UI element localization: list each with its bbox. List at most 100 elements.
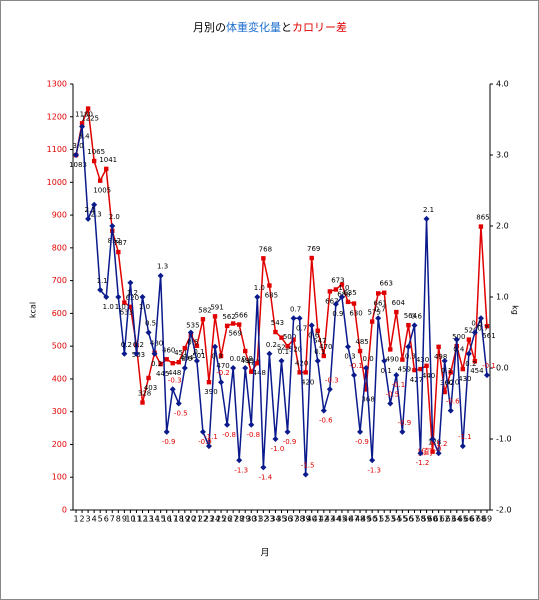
data-label: 3.4 xyxy=(78,133,90,141)
x-tick-label: 22 xyxy=(198,515,208,524)
data-label: 1180 xyxy=(75,110,93,118)
data-label: 547 xyxy=(313,337,326,345)
x-tick-label: 21 xyxy=(192,515,202,524)
y2-tick-label: 2.0 xyxy=(496,222,509,231)
point xyxy=(345,299,351,305)
data-label: -1.3 xyxy=(367,466,381,474)
x-tick-label: 41 xyxy=(313,515,323,524)
point xyxy=(85,215,92,222)
point xyxy=(194,343,200,349)
data-label: 633 xyxy=(120,309,133,317)
y-tick-label: 100 xyxy=(52,473,67,482)
point xyxy=(133,350,140,357)
data-label: 673 xyxy=(331,276,344,284)
x-tick-label: 49 xyxy=(361,515,371,524)
y2-tick-label: -1.0 xyxy=(496,435,512,444)
point xyxy=(91,201,98,208)
data-label: 1005 xyxy=(93,187,111,195)
y-tick-label: 400 xyxy=(52,374,67,383)
point xyxy=(418,366,423,372)
point xyxy=(290,315,297,322)
y-tick-label: 900 xyxy=(52,211,67,220)
point xyxy=(369,319,375,324)
x-tick-label: 5 xyxy=(98,515,103,524)
data-label: 3.0 xyxy=(72,142,83,150)
data-label: 2.0 xyxy=(109,213,120,221)
point xyxy=(447,407,454,414)
x-tick-label: 23 xyxy=(204,515,214,524)
point xyxy=(236,457,243,464)
data-label: 1225 xyxy=(81,115,99,123)
data-label: 0.1 xyxy=(278,348,289,356)
point xyxy=(206,380,212,385)
data-label: 1083 xyxy=(69,161,87,169)
point xyxy=(254,294,261,300)
point xyxy=(375,315,382,322)
x-tick-label: 17 xyxy=(168,515,178,524)
point xyxy=(387,400,394,407)
data-label: 787 xyxy=(114,239,127,247)
x-tick-label: 58 xyxy=(415,515,425,524)
point xyxy=(381,357,388,364)
point xyxy=(91,158,97,164)
data-label: 569 xyxy=(228,330,241,338)
point xyxy=(218,379,225,386)
x-tick-label: 65 xyxy=(458,515,468,524)
title-part: カロリー差 xyxy=(292,20,347,34)
y-tick-label: 700 xyxy=(52,276,67,285)
data-label: 0.9 xyxy=(332,310,343,318)
point xyxy=(181,365,188,371)
point xyxy=(406,322,411,328)
point xyxy=(79,123,86,130)
y-tick-label: 1200 xyxy=(47,112,67,121)
data-label: 0.7 xyxy=(290,305,301,313)
point xyxy=(116,249,121,255)
data-label: -0.6 xyxy=(446,398,460,406)
x-tick-label: 40 xyxy=(307,515,317,524)
data-label: 661 xyxy=(374,299,387,307)
point xyxy=(79,121,85,126)
point xyxy=(321,353,327,359)
point xyxy=(199,428,206,435)
data-label: 1.0 xyxy=(338,284,349,292)
data-label: 470 xyxy=(319,343,332,351)
y-tick-label: 1300 xyxy=(47,80,67,89)
y2-tick-label: 0.0 xyxy=(496,364,509,373)
point xyxy=(465,350,472,357)
point xyxy=(315,328,320,333)
point xyxy=(230,365,237,371)
data-label: 451 xyxy=(174,349,187,357)
data-label: 501 xyxy=(192,352,205,360)
data-label: -0.9 xyxy=(162,438,176,446)
data-label: 604 xyxy=(392,299,406,307)
point xyxy=(308,322,315,329)
data-label: 0.7 xyxy=(477,324,488,332)
data-label: 445 xyxy=(156,370,169,378)
data-label: 0.6 xyxy=(308,331,320,339)
data-label: 520 xyxy=(464,327,477,335)
x-tick-label: 13 xyxy=(143,515,153,524)
point xyxy=(157,272,164,279)
point xyxy=(230,321,236,326)
point xyxy=(243,348,248,354)
data-label: 390 xyxy=(204,388,217,396)
data-label: 1.0 xyxy=(115,303,126,311)
point xyxy=(187,329,194,336)
point xyxy=(284,428,291,435)
data-label: -0.5 xyxy=(385,391,399,399)
data-label: -1.4 xyxy=(259,473,273,481)
x-tick-label: 12 xyxy=(137,515,147,524)
point xyxy=(297,370,302,375)
point xyxy=(128,304,133,310)
x-tick-label: 62 xyxy=(440,515,450,524)
point xyxy=(478,224,484,229)
y-axis-label: kcal xyxy=(29,302,38,318)
data-label: 0.3 xyxy=(405,353,416,361)
point xyxy=(436,344,441,350)
x-tick-label: 10 xyxy=(125,515,135,524)
x-tick-label: 9 xyxy=(122,515,127,524)
y-tick-label: 0 xyxy=(62,506,67,515)
data-label: 0.1 xyxy=(193,348,204,356)
x-tick-label: 50 xyxy=(367,515,377,524)
